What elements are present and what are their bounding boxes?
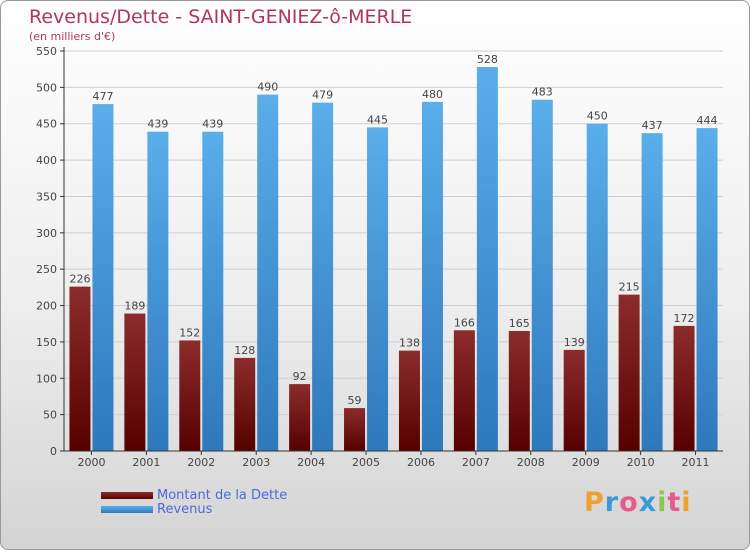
bar-dette bbox=[344, 408, 366, 451]
bar-dette bbox=[179, 340, 201, 451]
bar-dette bbox=[398, 350, 420, 451]
data-label: 528 bbox=[477, 53, 498, 66]
data-label: 439 bbox=[147, 118, 168, 131]
x-tick-label: 2011 bbox=[682, 456, 710, 469]
x-tick-label: 2006 bbox=[407, 456, 435, 469]
y-tick-label: 450 bbox=[36, 118, 57, 131]
legend-label-revenus: Revenus bbox=[157, 502, 213, 517]
chart-title: Revenus/Dette - SAINT-GENIEZ-ô-MERLE bbox=[29, 6, 413, 28]
data-label: 172 bbox=[674, 312, 695, 325]
bar-dette bbox=[289, 384, 311, 451]
data-label: 138 bbox=[399, 337, 420, 350]
x-tick-label: 2005 bbox=[352, 456, 380, 469]
legend-swatch-dette bbox=[101, 492, 153, 499]
logo-letter: t bbox=[667, 487, 682, 518]
bar-dette bbox=[618, 294, 640, 451]
legend-item-revenus: Revenus bbox=[101, 502, 212, 517]
y-tick-label: 0 bbox=[50, 445, 57, 458]
bar-revenus bbox=[586, 123, 608, 452]
data-label: 59 bbox=[348, 394, 362, 407]
proxiti-logo: Proxiti bbox=[584, 487, 692, 518]
data-label: 226 bbox=[69, 273, 90, 286]
x-tick-label: 2001 bbox=[132, 456, 160, 469]
bar-dette bbox=[69, 286, 91, 451]
y-tick-label: 100 bbox=[36, 372, 57, 385]
data-label: 165 bbox=[509, 317, 530, 330]
data-label: 139 bbox=[564, 336, 585, 349]
x-tick-label: 2009 bbox=[572, 456, 600, 469]
bar-dette bbox=[508, 331, 530, 451]
x-tick-label: 2007 bbox=[462, 456, 490, 469]
logo-letter: o bbox=[619, 487, 639, 518]
legend-swatch-revenus bbox=[101, 506, 153, 513]
data-label: 490 bbox=[257, 81, 278, 94]
data-label: 439 bbox=[202, 118, 223, 131]
bar-revenus bbox=[696, 128, 718, 451]
bar-revenus bbox=[641, 133, 663, 451]
bar-revenus bbox=[421, 101, 443, 451]
bar-revenus bbox=[257, 94, 279, 452]
x-tick-label: 2008 bbox=[517, 456, 545, 469]
x-tick-label: 2002 bbox=[187, 456, 215, 469]
data-label: 92 bbox=[293, 370, 307, 383]
data-label: 166 bbox=[454, 316, 475, 329]
bar-dette bbox=[124, 313, 146, 451]
y-tick-label: 150 bbox=[36, 336, 57, 349]
legend-label-dette: Montant de la Dette bbox=[157, 488, 288, 503]
bar-revenus bbox=[312, 102, 334, 452]
y-tick-label: 250 bbox=[36, 263, 57, 276]
data-label: 480 bbox=[422, 88, 443, 101]
y-tick-label: 400 bbox=[36, 154, 57, 167]
y-tick-label: 50 bbox=[43, 409, 57, 422]
data-label: 444 bbox=[697, 114, 718, 127]
y-tick-label: 300 bbox=[36, 227, 57, 240]
x-tick-label: 2010 bbox=[627, 456, 655, 469]
y-tick-label: 350 bbox=[36, 190, 57, 203]
logo-letter: i bbox=[657, 487, 668, 518]
x-tick-label: 2003 bbox=[242, 456, 270, 469]
x-tick-label: 2000 bbox=[77, 456, 105, 469]
data-label: 128 bbox=[234, 344, 255, 357]
legend-item-dette: Montant de la Dette bbox=[101, 488, 287, 503]
chart-subtitle: (en milliers d'€) bbox=[29, 30, 116, 43]
y-tick-label: 550 bbox=[36, 45, 57, 58]
bar-revenus bbox=[367, 127, 389, 451]
bar-revenus bbox=[531, 99, 553, 452]
bar-dette bbox=[563, 349, 585, 451]
logo-letter: i bbox=[681, 487, 692, 518]
bar-revenus bbox=[147, 131, 169, 451]
bar-revenus bbox=[92, 104, 114, 451]
data-label: 437 bbox=[642, 119, 663, 132]
bar-dette bbox=[453, 330, 475, 451]
data-label: 450 bbox=[587, 110, 608, 123]
bar-revenus bbox=[202, 131, 224, 451]
data-label: 215 bbox=[619, 281, 640, 294]
data-label: 152 bbox=[179, 326, 200, 339]
data-label: 479 bbox=[312, 89, 333, 102]
data-label: 189 bbox=[124, 300, 145, 313]
data-label: 477 bbox=[92, 90, 113, 103]
bar-dette bbox=[673, 325, 695, 451]
y-tick-label: 500 bbox=[36, 81, 57, 94]
bar-revenus bbox=[476, 67, 498, 451]
logo-letter: r bbox=[604, 487, 620, 518]
x-tick-label: 2004 bbox=[297, 456, 325, 469]
logo-letter: P bbox=[584, 487, 605, 518]
bar-dette bbox=[234, 357, 256, 451]
y-tick-label: 200 bbox=[36, 300, 57, 313]
data-label: 483 bbox=[532, 86, 553, 99]
data-label: 445 bbox=[367, 113, 388, 126]
logo-letter: x bbox=[638, 487, 658, 518]
